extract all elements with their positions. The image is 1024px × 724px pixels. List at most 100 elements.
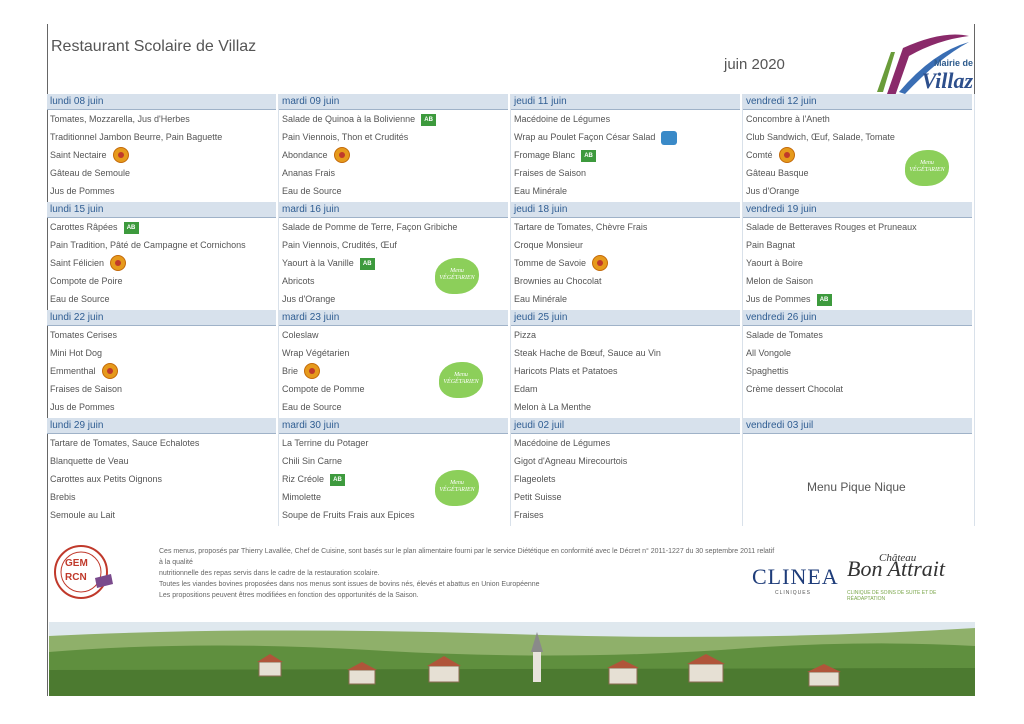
dish-item: Brie [282,362,508,380]
day-dishes: Salade de Tomates All Vongole Spaghettis Cr… [743,326,972,416]
dish-name: Jus de Pommes [746,294,811,304]
dish-item: Pain Viennois, Thon et Crudités [282,128,508,146]
footer-line: Ces menus, proposés par Thierry Lavallée… [159,548,775,566]
dish-item: Club Sandwich, Œuf, Salade, Tomate [746,128,972,146]
dish-name: Coleslaw [282,330,319,340]
dish-name: Haricots Plats et Patatoes [514,366,618,376]
dish-item: Chili Sin Carne [282,452,508,470]
dish-item: Pain Bagnat [746,236,972,254]
dish-name: Tomates, Mozzarella, Jus d'Herbes [50,114,190,124]
dish-item: Edam [514,380,740,398]
day-column: vendredi 26 juin Salade de Tomates All Von… [743,310,972,418]
dish-name: Macédoine de Légumes [514,114,611,124]
dish-name: Wrap Végétarien [282,348,350,358]
dish-name: Flageolets [514,474,556,484]
page-title: Restaurant Scolaire de Villaz [51,38,257,55]
dish-item: Tartare de Tomates, Chèvre Frais [514,218,740,236]
vegetarian-line1: Menu [454,372,468,378]
dish-item: Jus de Pommes [50,398,276,416]
dish-item: Salade de Quinoa à la Bolivienne AB [282,110,508,128]
gem-bottom-text: RCN [65,572,87,583]
day-dishes: Concombre à l'Aneth Club Sandwich, Œuf, S… [743,110,972,200]
column-separator [510,202,511,310]
dish-name: Eau de Source [50,294,110,304]
dish-item: Flageolets [514,470,740,488]
column-separator [510,418,511,526]
day-dishes: La Terrine du Potager Chili Sin Carne Riz … [279,434,508,524]
day-header: lundi 08 juin [47,94,276,110]
dish-name: Saint Nectaire [50,150,107,160]
gem-rcn-stamp: GEM RCN [51,544,117,600]
day-header: mardi 23 juin [279,310,508,326]
organic-ab-icon: AB [359,257,375,270]
organic-ab-icon: AB [421,113,437,126]
footer-line: Les propositions peuvent êtres modifiées… [159,592,419,599]
dish-name: Gigot d'Agneau Mirecourtois [514,456,628,466]
dish-item: Tomates, Mozzarella, Jus d'Herbes [50,110,276,128]
day-column: lundi 08 juin Tomates, Mozzarella, Jus d'… [47,94,276,202]
dish-item: Gâteau de Semoule [50,164,276,182]
vegetarian-menu-icon: Menu VÉGÉTARIEN [435,470,479,508]
dish-item: Jus de Pommes AB [746,290,972,308]
mairie-logo: Mairie de Villaz [873,28,975,98]
dish-name: Carottes aux Petits Oignons [50,474,163,484]
day-dishes: Salade de Betteraves Rouges et Pruneaux P… [743,218,972,308]
dish-name: Pain Tradition, Pâté de Campagne et Corn… [50,240,246,250]
column-separator [742,202,743,310]
dish-item: Crème dessert Chocolat [746,380,972,398]
day-column: mardi 30 juin La Terrine du Potager Chili … [279,418,508,526]
dish-name: Fromage Blanc [514,150,576,160]
dish-item: Semoule au Lait [50,506,276,524]
aop-label-icon [110,254,127,271]
dish-item: Compote de Pomme [282,380,508,398]
dish-item: Abondance [282,146,508,164]
dish-item: Jus d'Orange [282,290,508,308]
vegetarian-badge-text: Menu VÉGÉTARIEN [905,160,949,174]
dish-item: Mimolette [282,488,508,506]
dish-name: Saint Félicien [50,258,105,268]
day-header: lundi 15 juin [47,202,276,218]
logo-line1: Mairie de [933,58,973,68]
day-header: jeudi 11 juin [511,94,740,110]
dish-name: Club Sandwich, Œuf, Salade, Tomate [746,132,895,142]
day-dishes: Salade de Quinoa à la Bolivienne AB Pain V… [279,110,508,200]
dish-item: Tartare de Tomates, Sauce Echalotes [50,434,276,452]
dish-name: Emmenthal [50,366,96,376]
dish-item: Pain Tradition, Pâté de Campagne et Corn… [50,236,276,254]
column-separator [742,418,743,526]
vegetarian-line2: VÉGÉTARIEN [439,275,475,281]
dish-name: Eau de Source [282,186,342,196]
dish-name: Jus d'Orange [746,186,800,196]
dish-item: Gigot d'Agneau Mirecourtois [514,452,740,470]
day-header: jeudi 18 juin [511,202,740,218]
organic-ab-icon: AB [123,221,139,234]
dish-item: Eau de Source [282,398,508,416]
dish-item: Steak Hache de Bœuf, Sauce au Vin [514,344,740,362]
dish-name: Melon à La Menthe [514,402,592,412]
vegetarian-badge-text: Menu VÉGÉTARIEN [435,268,479,282]
menu-page: Restaurant Scolaire de Villaz juin 2020 … [47,24,975,696]
dish-item: Coleslaw [282,326,508,344]
column-separator [742,310,743,418]
vegetarian-badge-text: Menu VÉGÉTARIEN [435,480,479,494]
dish-item: Eau Minérale [514,182,740,200]
aop-label-icon [112,146,129,163]
day-dishes: Tomates, Mozzarella, Jus d'Herbes Traditi… [47,110,276,200]
dish-name: Gâteau de Semoule [50,168,131,178]
dish-item: Tomme de Savoie [514,254,740,272]
dish-name: Fraises de Saison [514,168,587,178]
dish-name: Carottes Râpées [50,222,118,232]
dish-item: Soupe de Fruits Frais aux Epices [282,506,508,524]
dish-item: Fraises [514,506,740,524]
vegetarian-menu-icon: Menu VÉGÉTARIEN [905,150,949,188]
organic-ab-icon: AB [816,293,832,306]
dish-item: Salade de Pomme de Terre, Façon Gribiche [282,218,508,236]
dish-item: Pizza [514,326,740,344]
dish-name: Jus de Pommes [50,402,115,412]
dish-name: Salade de Betteraves Rouges et Pruneaux [746,222,917,232]
dish-item: Mini Hot Dog [50,344,276,362]
dish-name: Melon de Saison [746,276,814,286]
left-border [47,24,48,696]
dish-name: Steak Hache de Bœuf, Sauce au Vin [514,348,661,358]
month-label: juin 2020 [724,56,785,73]
